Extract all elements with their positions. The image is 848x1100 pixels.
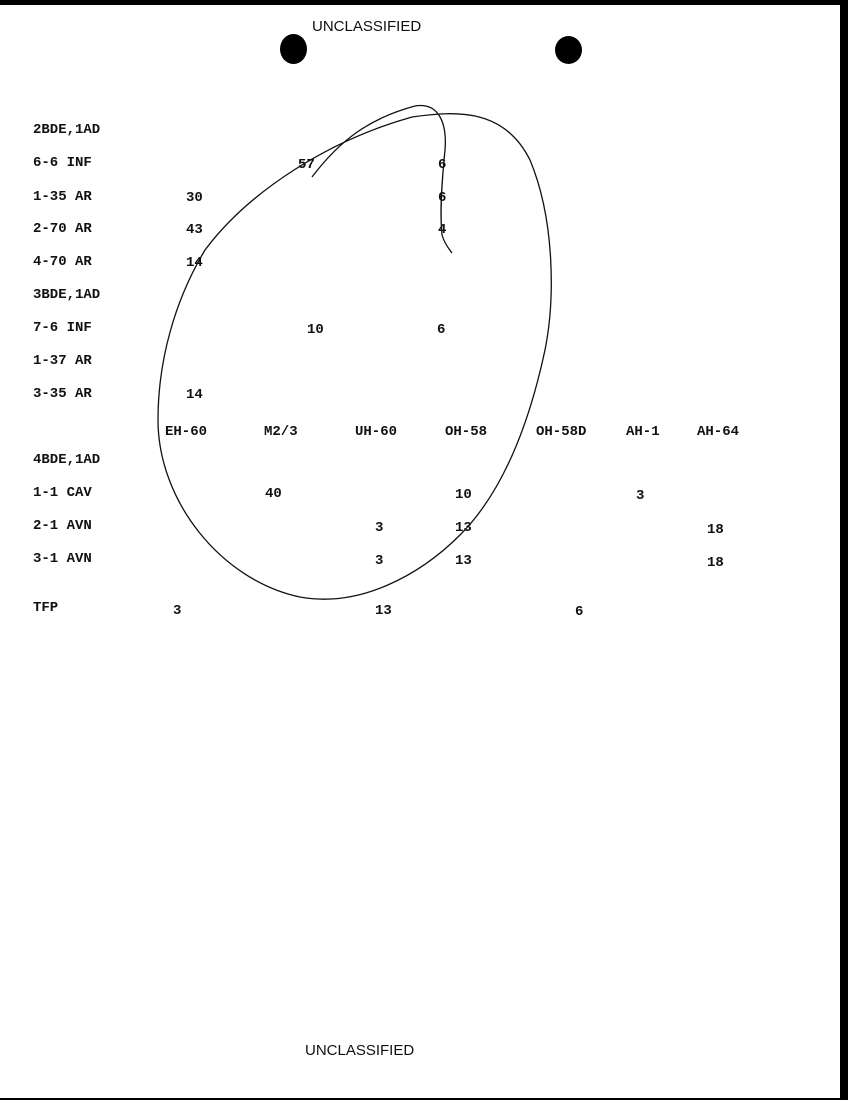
- row-label: TFP: [33, 600, 59, 616]
- cell-value: 40: [265, 486, 282, 502]
- cell-value: 57: [298, 157, 315, 173]
- group-label: 3BDE,1AD: [33, 287, 101, 303]
- column-header: OH-58: [445, 424, 488, 440]
- cell-value: 6: [438, 157, 447, 173]
- row-label: 3-35 AR: [33, 386, 92, 402]
- cell-value: 6: [575, 604, 584, 620]
- cell-value: 6: [438, 190, 447, 206]
- cell-value: 13: [455, 553, 472, 569]
- annotation-inner-arc: [311, 104, 453, 254]
- group-label: 2BDE,1AD: [33, 122, 101, 138]
- cell-value: 3: [173, 603, 182, 619]
- column-header: OH-58D: [536, 424, 587, 440]
- cell-value: 18: [707, 555, 724, 571]
- cell-value: 10: [455, 487, 472, 503]
- cell-value: 3: [375, 520, 384, 536]
- row-label: 2-1 AVN: [33, 518, 92, 534]
- cell-value: 3: [636, 488, 645, 504]
- column-header: UH-60: [355, 424, 398, 440]
- cell-value: 6: [437, 322, 446, 338]
- cell-value: 13: [375, 603, 392, 619]
- row-label: 4-70 AR: [33, 254, 92, 270]
- column-header: AH-1: [626, 424, 660, 440]
- row-label: 7-6 INF: [33, 320, 92, 336]
- row-label: 1-37 AR: [33, 353, 92, 369]
- column-header: M2/3: [264, 424, 298, 440]
- annotation-loop: [157, 113, 552, 600]
- cell-value: 18: [707, 522, 724, 538]
- cell-value: 43: [186, 222, 203, 238]
- group-label: 4BDE,1AD: [33, 452, 101, 468]
- column-header: AH-64: [697, 424, 740, 440]
- cell-value: 14: [186, 387, 203, 403]
- scan-border-right: [840, 0, 848, 1100]
- punch-hole-mark: [555, 36, 582, 64]
- row-label: 6-6 INF: [33, 155, 92, 171]
- classification-header: UNCLASSIFIED: [312, 18, 422, 35]
- classification-footer: UNCLASSIFIED: [305, 1042, 415, 1059]
- row-label: 1-35 AR: [33, 189, 92, 205]
- scan-border-top: [0, 0, 848, 5]
- cell-value: 10: [307, 322, 324, 338]
- row-label: 1-1 CAV: [33, 485, 92, 501]
- row-label: 2-70 AR: [33, 221, 92, 237]
- cell-value: 30: [186, 190, 203, 206]
- scan-border-bottom: [0, 1098, 848, 1100]
- cell-value: 13: [455, 520, 472, 536]
- cell-value: 14: [186, 255, 203, 271]
- cell-value: 3: [375, 553, 384, 569]
- column-header: EH-60: [165, 424, 208, 440]
- row-label: 3-1 AVN: [33, 551, 92, 567]
- punch-hole-mark: [280, 34, 307, 64]
